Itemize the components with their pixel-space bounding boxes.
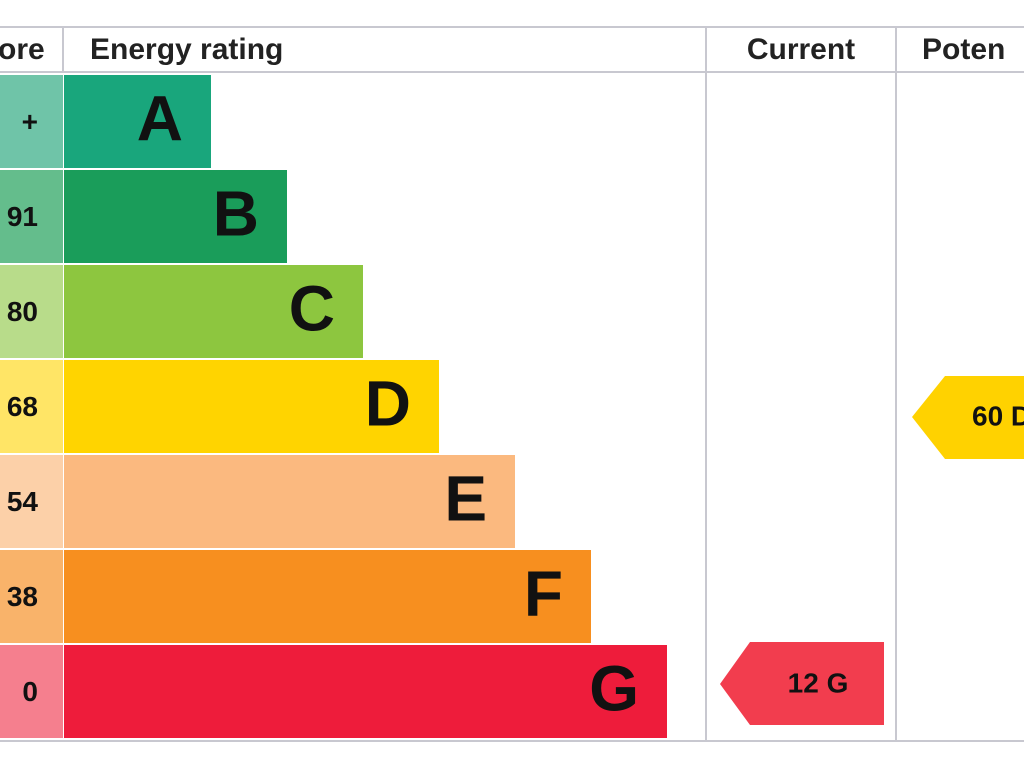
band-letter: G xyxy=(589,652,639,724)
score-range: 91 xyxy=(7,201,38,232)
score-cell xyxy=(0,360,63,453)
header-score: ore xyxy=(0,33,45,66)
band-letter: B xyxy=(213,177,259,249)
band-letter: E xyxy=(444,462,487,534)
score-cell xyxy=(0,455,63,548)
band-bar xyxy=(64,645,667,738)
header-rating: Energy rating xyxy=(90,33,283,66)
current-arrow xyxy=(720,642,884,725)
band-letter: C xyxy=(289,272,335,344)
potential-arrow xyxy=(912,376,1024,459)
header-current: Current xyxy=(747,33,855,66)
score-cell xyxy=(0,645,63,738)
score-range: + xyxy=(22,106,38,137)
band-letter: D xyxy=(365,367,411,439)
potential-rating: 60 D xyxy=(972,400,1024,431)
score-range: 68 xyxy=(7,391,38,422)
score-range: 80 xyxy=(7,296,38,327)
score-range: 0 xyxy=(22,676,38,707)
score-cell xyxy=(0,75,63,168)
band-bar xyxy=(64,170,287,263)
score-cell xyxy=(0,170,63,263)
score-range: 38 xyxy=(7,581,38,612)
band-bar xyxy=(64,455,515,548)
band-letter: A xyxy=(137,82,183,154)
grid xyxy=(0,26,1024,742)
current-rating: 12 G xyxy=(788,667,849,698)
band-bar xyxy=(64,265,363,358)
band-letter: F xyxy=(524,557,563,629)
band-bar xyxy=(64,75,211,168)
header-potential: Poten xyxy=(922,33,1005,66)
band-bar xyxy=(64,360,439,453)
score-range: 54 xyxy=(7,486,39,517)
score-cell xyxy=(0,265,63,358)
score-cell xyxy=(0,550,63,643)
band-bar xyxy=(64,550,591,643)
